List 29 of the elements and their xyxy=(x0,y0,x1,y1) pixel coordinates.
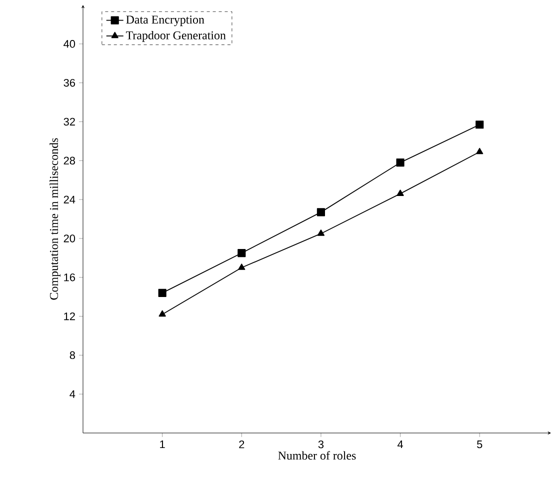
point xyxy=(476,148,484,154)
y-tick-label: 20 xyxy=(64,234,76,242)
point xyxy=(238,249,246,258)
y-tick-label: 28 xyxy=(64,156,76,165)
point xyxy=(158,310,166,317)
y-tick-label: 40 xyxy=(64,40,76,48)
point xyxy=(396,190,404,196)
point xyxy=(158,288,166,297)
point xyxy=(396,158,404,167)
point xyxy=(238,264,246,270)
x-tick-label: 5 xyxy=(477,440,482,448)
y-tick-label: 24 xyxy=(64,196,76,204)
y-tick-label: 4 xyxy=(70,390,76,398)
x-tick-label: 3 xyxy=(318,440,324,448)
point xyxy=(476,120,484,129)
point xyxy=(317,230,325,236)
y-axis-title: Computation time in milliseconds xyxy=(50,138,60,300)
x-tick-label: 4 xyxy=(397,440,404,448)
y-tick-label: 32 xyxy=(64,118,75,126)
y-tick-label: 36 xyxy=(64,78,76,87)
point xyxy=(316,208,326,216)
legend-label: Data Encryption xyxy=(126,16,204,26)
legend-label: Trapdoor Generation xyxy=(126,30,226,42)
x-tick-label: 1 xyxy=(160,440,165,448)
x-tick-label: 2 xyxy=(239,440,244,448)
x-axis-title: Number of roles xyxy=(278,451,356,460)
y-tick-label: 8 xyxy=(70,351,76,360)
y-tick-label: 16 xyxy=(64,273,76,282)
y-tick-label: 12 xyxy=(64,312,75,320)
